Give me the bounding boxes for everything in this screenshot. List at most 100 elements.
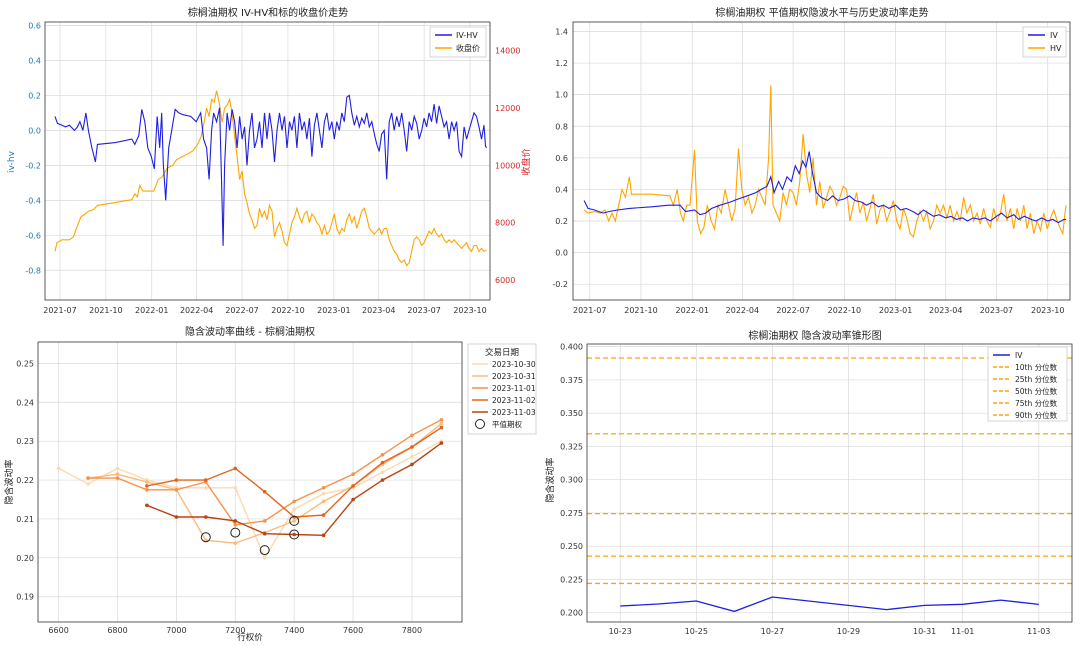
p3-atm-marker-0 <box>200 532 211 543</box>
p3-xtick-1: 6800 <box>107 626 127 635</box>
p2-xtick-3: 2022-04 <box>726 306 759 315</box>
p2-tick-labels: 2021-07 2021-10 2022-01 2022-04 2022-07 2022-… <box>552 27 1064 315</box>
p3-xtick-4: 7400 <box>284 626 304 635</box>
p4-xtick-3: 10-29 <box>837 627 860 636</box>
p2-ytick-7: 1.2 <box>555 59 568 68</box>
p3-point-2023-10-30-9 <box>321 491 326 496</box>
p3-legend-swatch-atm <box>475 419 485 429</box>
p3-point-2023-11-02-9 <box>410 445 414 449</box>
p2-ytick-0: -0.2 <box>552 280 568 289</box>
p3-xtick-6: 7800 <box>402 626 422 635</box>
p1-title: 棕榈油期权 IV-HV和标的收盘价走势 <box>188 6 348 19</box>
p3-point-2023-10-31-8 <box>321 499 326 504</box>
p3-legend-title: 交易日期 <box>485 347 519 358</box>
p1-ytick-4: 0.0 <box>28 126 41 135</box>
p4-series-iv <box>620 596 1039 613</box>
p3-point-2023-10-31-5 <box>233 541 238 545</box>
p1-ytick-6: 0.4 <box>28 56 41 65</box>
p2-ytick-4: 0.6 <box>555 154 568 163</box>
p1-series-price <box>54 90 487 267</box>
p3-series-2023-10-30 <box>58 440 442 560</box>
p4-ylabel: 隐含波动率 <box>544 457 556 502</box>
p2-ytick-3: 0.4 <box>555 185 568 194</box>
p1-legend-box <box>429 26 487 58</box>
p3-point-2023-11-03-9 <box>410 462 414 467</box>
p1-xtick-8: 2023-07 <box>407 306 440 315</box>
p2-xtick-5: 2022-10 <box>828 306 861 315</box>
p3-atm-marker-4 <box>289 529 300 540</box>
p3-point-2023-10-31-2 <box>145 480 149 484</box>
p3-point-2023-11-01-2 <box>145 488 149 492</box>
p3-legend-label-atm: 平值期权 <box>492 419 522 429</box>
p1-frame <box>44 21 491 301</box>
p3-point-2023-10-31-7 <box>292 519 297 523</box>
p1-ylabel-left: iv-hv <box>7 150 17 173</box>
p3-ytick-1: 0.20 <box>16 554 34 563</box>
p1-xtick-0: 2021-07 <box>43 306 76 315</box>
p3-legend-label-1102: 2023-11-02 <box>492 396 536 405</box>
p4-xtick-4: 10-31 <box>913 627 936 636</box>
p4-ytick-8: 0.400 <box>560 343 583 352</box>
p3-point-2023-11-02-3 <box>233 466 238 471</box>
p1-ytick-2: -0.4 <box>25 196 41 205</box>
p4-ytick-1: 0.225 <box>560 575 583 584</box>
p3-point-2023-11-01-11 <box>410 433 414 438</box>
p1-ytick-1: -0.6 <box>25 231 41 240</box>
p3-point-2023-10-30-0 <box>56 466 61 471</box>
p3-point-2023-11-02-1 <box>174 478 179 482</box>
p3-ytick-2: 0.21 <box>16 515 34 524</box>
p1-xtick-1: 2021-10 <box>89 306 122 315</box>
p4-legend-label-p25: 25th 分位数 <box>1015 374 1058 384</box>
p1-xtick-9: 2023-10 <box>453 306 486 315</box>
p3-point-2023-11-01-6 <box>262 519 267 523</box>
p4-legend-label-iv: IV <box>1015 351 1023 360</box>
p3-frame <box>37 341 463 623</box>
p2-ytick-1: 0.0 <box>555 249 568 258</box>
volatility-cone-panel: 棕榈油期权 隐含波动率锥形图 隐含波动率 10-23 10-25 10-27 10-2… <box>544 329 1073 636</box>
p2-xtick-6: 2023-01 <box>879 306 912 315</box>
p3-xtick-5: 7600 <box>343 626 363 635</box>
p4-ytick-5: 0.325 <box>560 442 583 451</box>
p4-title: 棕榈油期权 隐含波动率锥形图 <box>748 329 881 342</box>
p3-ytick-3: 0.22 <box>16 476 34 485</box>
p1-xtick-3: 2022-04 <box>180 306 213 315</box>
p1-gridlines <box>45 22 490 300</box>
p4-ytick-3: 0.275 <box>560 509 583 518</box>
p2-title: 棕榈油期权 平值期权隐波水平与历史波动率走势 <box>715 6 928 19</box>
p4-xtick-0: 10-23 <box>609 627 632 636</box>
p4-legend-label-p10: 10th 分位数 <box>1015 362 1058 372</box>
volatility-smile-panel: 隐含波动率曲线 - 棕榈油期权 行权价 隐含波动率 6600 6800 7000 72… <box>3 325 537 643</box>
p2-frame <box>572 21 1071 301</box>
p4-ytick-4: 0.300 <box>560 476 583 485</box>
p3-point-2023-11-02-0 <box>145 484 149 488</box>
p1-xtick-2: 2022-01 <box>135 306 168 315</box>
p2-ytick-6: 1.0 <box>555 91 568 100</box>
p3-point-2023-11-03-1 <box>174 515 179 519</box>
p3-legend-box <box>467 343 537 435</box>
p3-point-2023-11-01-9 <box>351 472 355 477</box>
p1-xtick-7: 2023-04 <box>362 306 395 315</box>
p1-y2tick-1: 8000 <box>495 219 515 228</box>
p4-gridlines <box>587 344 1072 622</box>
p3-point-2023-11-03-2 <box>204 515 208 519</box>
p3-point-2023-11-03-10 <box>439 441 444 445</box>
p2-ytick-2: 0.2 <box>555 217 568 226</box>
p2-xtick-7: 2023-04 <box>929 306 962 315</box>
p3-point-2023-11-02-7 <box>351 484 355 488</box>
p3-point-2023-11-01-0 <box>86 476 90 480</box>
p3-point-2023-11-02-4 <box>262 489 267 494</box>
p3-point-2023-11-03-7 <box>351 497 355 502</box>
p1-y2tick-0: 6000 <box>495 276 515 285</box>
p4-xtick-6: 11-03 <box>1027 627 1050 636</box>
p1-y2tick-2: 10000 <box>495 161 520 170</box>
p3-xtick-2: 7000 <box>166 626 186 635</box>
p1-legend-label-price: 收盘价 <box>456 43 480 53</box>
p3-point-2023-10-31-1 <box>115 472 120 477</box>
p4-ytick-0: 0.200 <box>560 609 583 618</box>
p1-series-lines <box>54 90 487 267</box>
p3-point-2023-10-30-2 <box>115 466 120 471</box>
p2-ytick-5: 0.8 <box>555 122 568 131</box>
p1-ytick-5: 0.2 <box>28 91 41 100</box>
p4-xtick-1: 10-25 <box>685 627 708 636</box>
p2-xtick-9: 2023-10 <box>1031 306 1064 315</box>
